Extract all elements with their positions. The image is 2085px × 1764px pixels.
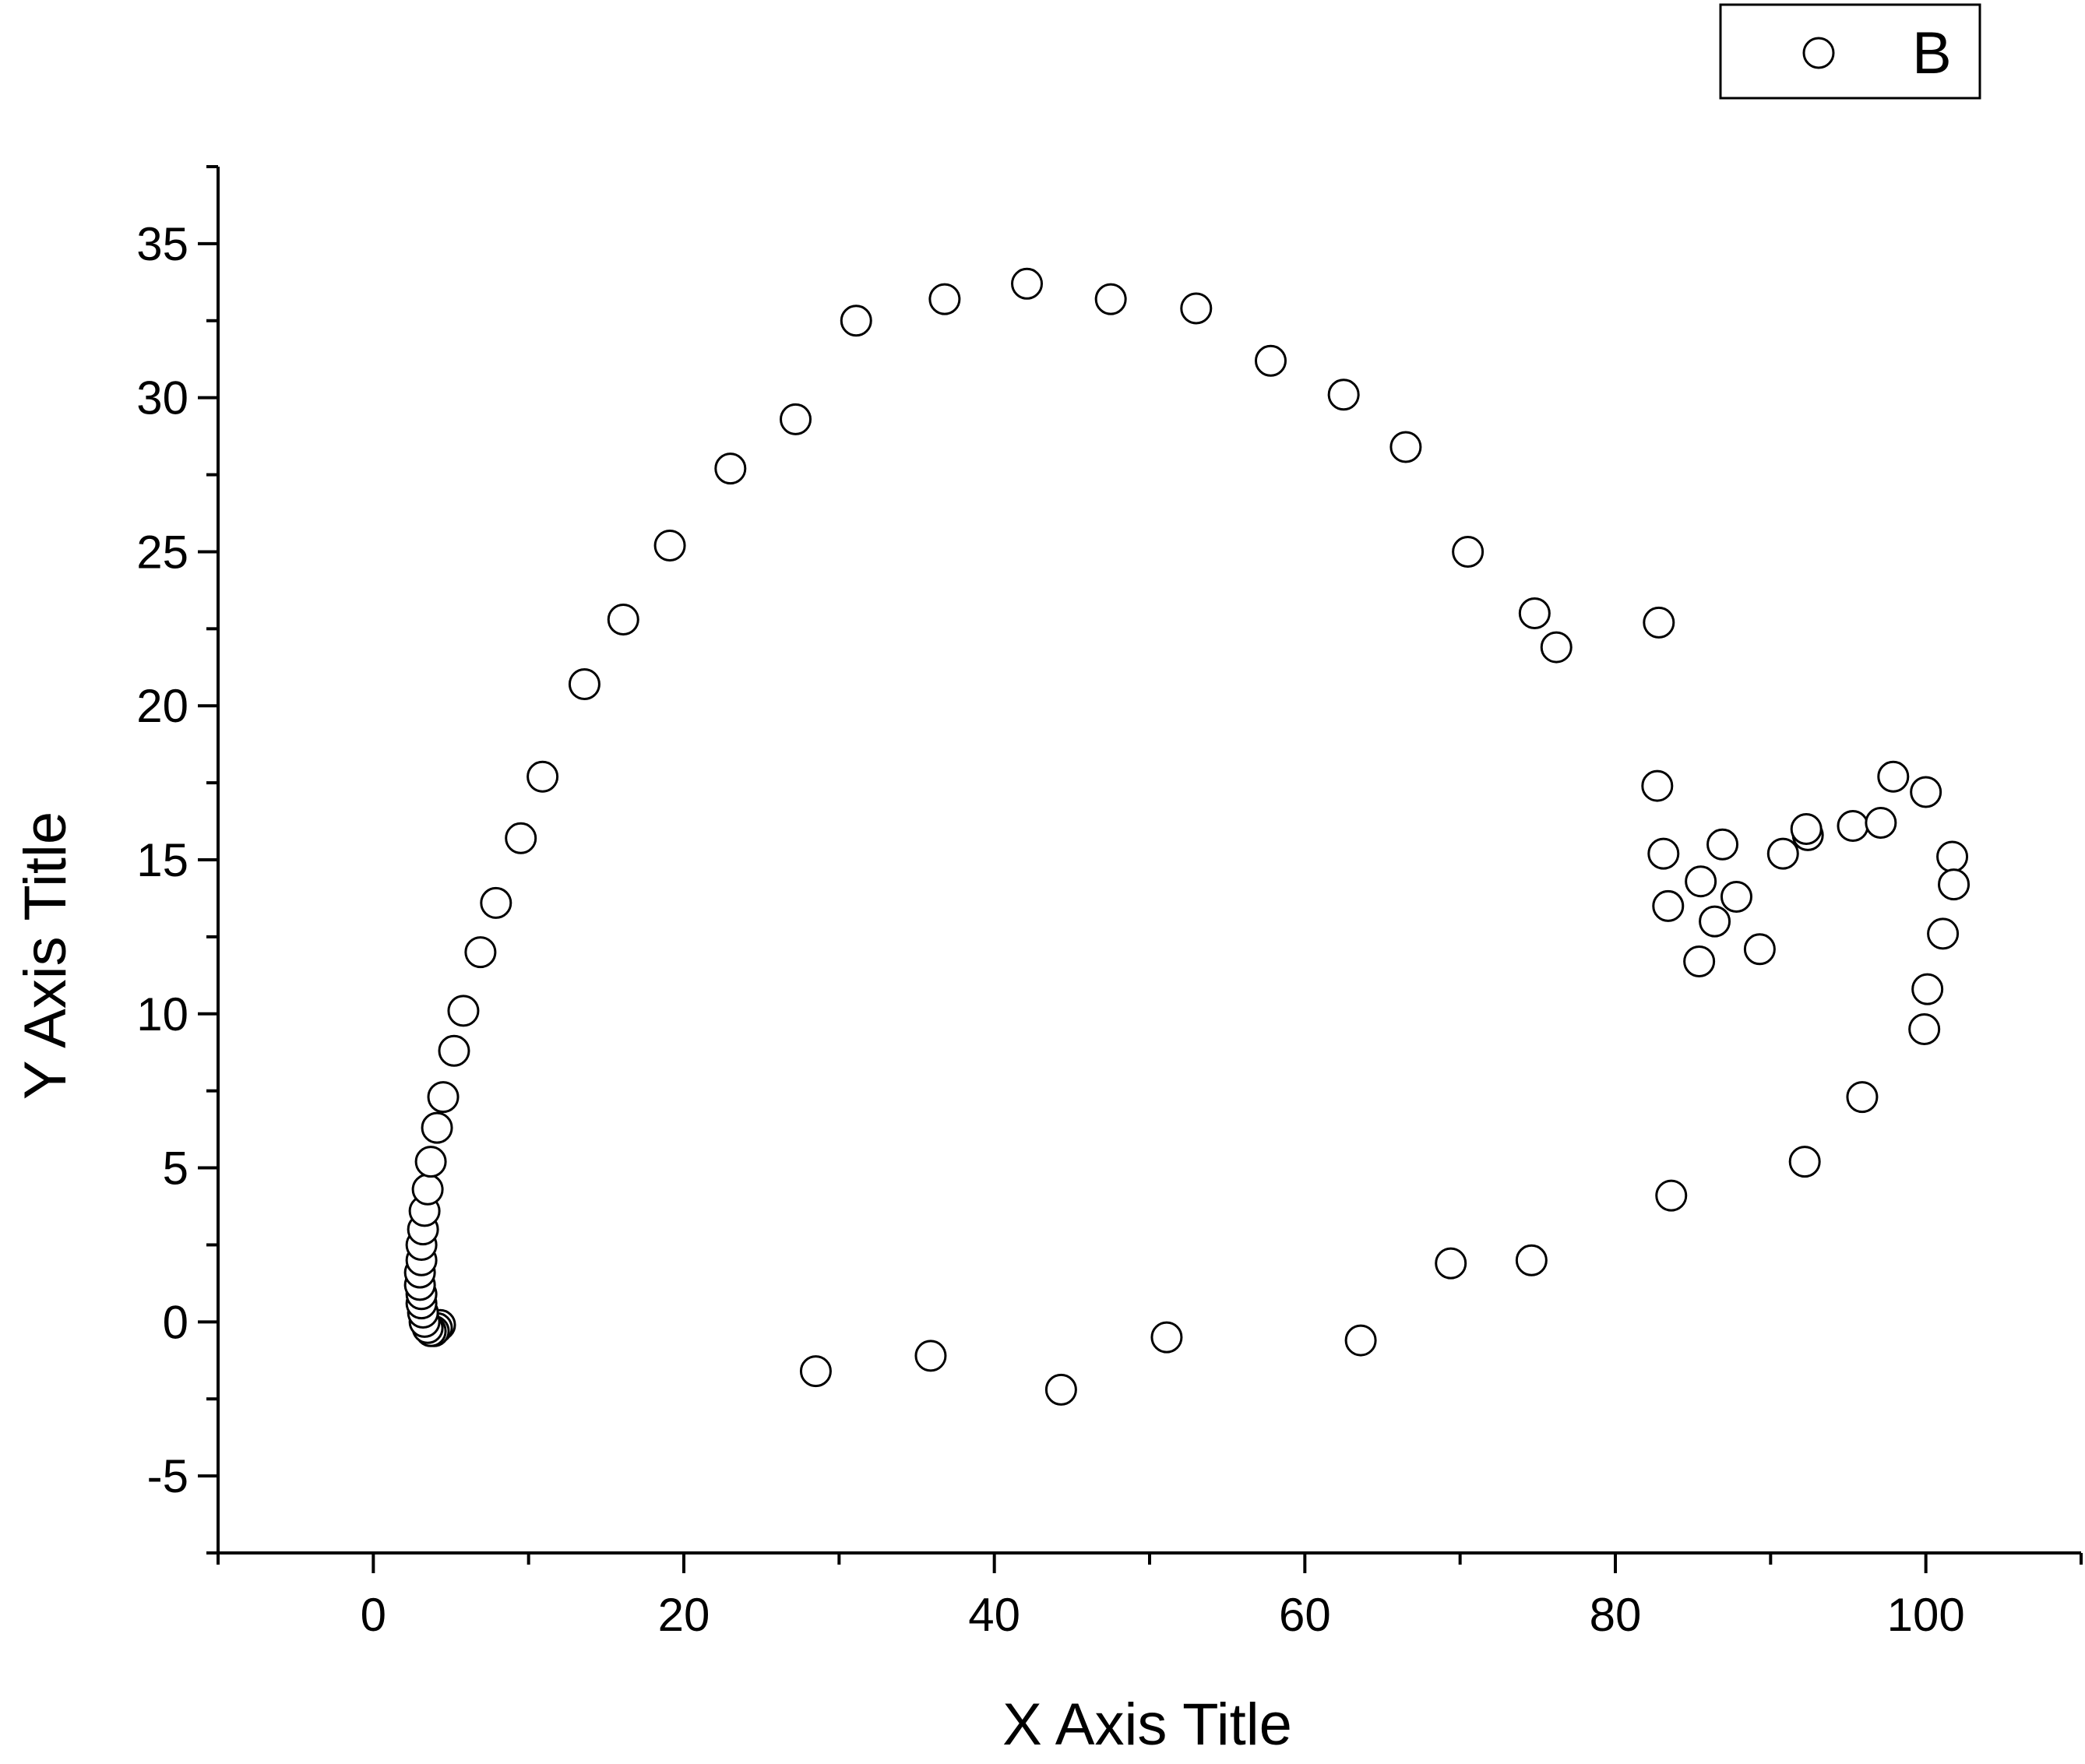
data-point [607,603,639,636]
x-tick-label: 100 [1887,1589,1965,1641]
data-point [1094,283,1127,315]
legend-box [1719,3,1981,100]
data-point [1515,1244,1548,1276]
data-point [1643,606,1675,639]
data-point [1652,889,1685,922]
data-point [1938,868,1971,901]
legend-label: B [1912,20,1952,86]
x-tick-label: 40 [968,1589,1020,1641]
data-point [1647,837,1680,870]
data-point [1683,945,1716,978]
data-point [1788,1146,1821,1178]
data-point [1150,1321,1183,1354]
data-point [1936,840,1969,873]
y-tick-label: 5 [163,1143,188,1195]
data-point [1389,431,1422,463]
data-point [1846,1081,1879,1114]
x-tick-label: 80 [1590,1589,1642,1641]
data-point [1452,535,1485,568]
y-tick-label: 35 [136,218,188,270]
data-point [1044,1373,1077,1406]
y-tick-label: 20 [136,680,188,732]
legend: B [1719,3,1981,100]
data-point [568,668,600,701]
data-point [414,1146,447,1178]
data-point [1011,267,1044,300]
data-point [799,1355,832,1388]
data-point [1790,812,1823,845]
data-point [653,530,686,562]
x-tick-label: 0 [361,1589,386,1641]
data-point [1254,344,1287,377]
data-point [1837,809,1869,842]
data-point [427,1081,460,1114]
data-point [447,995,480,1027]
data-point [914,1340,947,1372]
y-tick-label: 0 [163,1296,188,1348]
axes [198,165,2083,1573]
data-point [1327,379,1360,411]
data-point [505,822,537,854]
data-point [1706,828,1739,861]
data-point [1435,1247,1467,1280]
data-point [1180,292,1213,325]
y-tick-label: 10 [136,988,188,1040]
y-tick-label: 25 [136,526,188,578]
data-point [1518,597,1551,630]
x-axis-title: X Axis Title [1002,1692,1292,1758]
data-point [527,760,559,793]
data-point [1344,1324,1377,1357]
data-points [403,267,1971,1406]
data-point [1655,1179,1688,1212]
data-point [1911,973,1944,1005]
data-point [1927,917,1960,950]
data-point [1865,807,1897,840]
data-point [1641,769,1674,802]
data-point [1540,631,1573,664]
data-point [1766,837,1799,870]
data-point [1743,933,1776,966]
data-point [780,403,812,435]
data-point [464,936,497,969]
legend-marker [1802,37,1835,69]
data-point [1699,905,1731,938]
y-tick-label: 15 [136,834,188,886]
data-point [1720,880,1752,913]
y-tick-label: 30 [136,372,188,424]
data-point [411,1173,444,1206]
x-tick-label: 60 [1279,1589,1331,1641]
data-point [1685,865,1717,898]
y-tick-label: -5 [147,1450,188,1502]
data-point [438,1034,470,1067]
data-point [1910,776,1942,808]
data-point [928,283,961,315]
data-point [714,452,747,485]
data-point [421,1111,453,1144]
data-point [840,305,872,337]
tick-labels: 0 20 40 60 80 100 -5 0 5 10 15 20 25 30 35 [136,218,1964,1641]
data-point [1877,760,1910,793]
data-point [1908,1013,1941,1046]
data-point [480,886,512,919]
y-axis-title: Y Axis Title [12,812,79,1100]
x-tick-label: 20 [658,1589,710,1641]
